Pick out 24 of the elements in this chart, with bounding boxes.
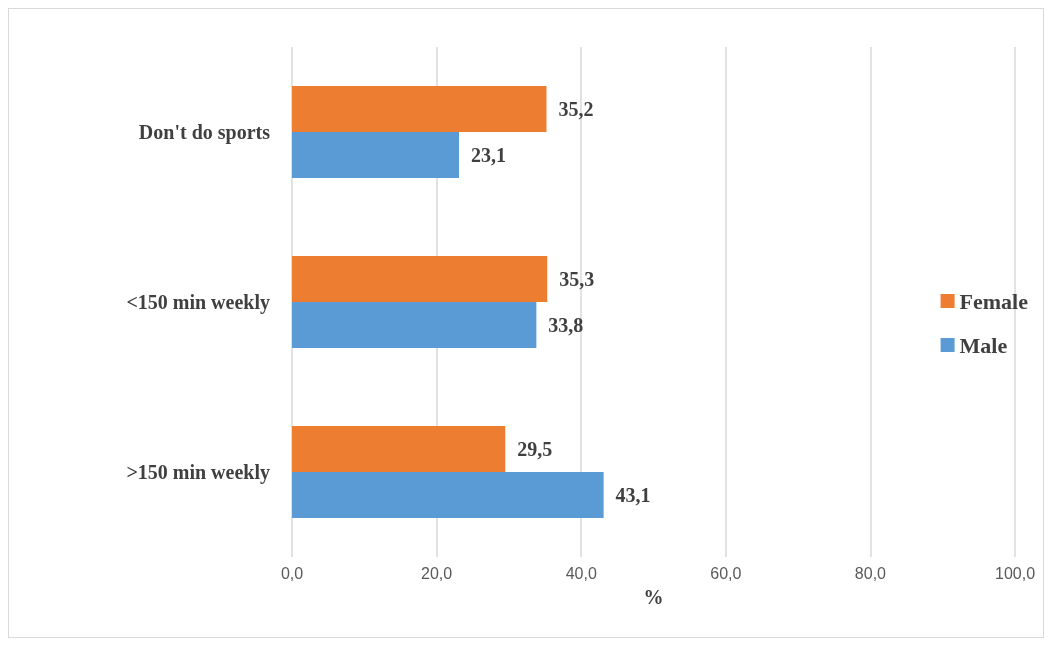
- data-label: 29,5: [517, 438, 553, 460]
- bar: [292, 302, 537, 348]
- x-tick-label: 80,0: [854, 564, 887, 582]
- bar: [292, 132, 460, 178]
- y-tick-label: <150 min weekly: [126, 291, 270, 314]
- x-tick-label: 20,0: [421, 564, 453, 582]
- x-axis-title: %: [643, 586, 664, 608]
- x-tick-label: 60,0: [710, 564, 742, 582]
- legend-label: Male: [959, 332, 1008, 358]
- data-label: 43,1: [615, 484, 651, 506]
- data-label: 35,3: [559, 268, 595, 290]
- data-label: 33,8: [548, 314, 584, 336]
- bar: [292, 256, 548, 302]
- legend-label: Female: [959, 288, 1029, 314]
- y-tick-label: >150 min weekly: [126, 461, 270, 484]
- data-label: 35,2: [558, 98, 594, 120]
- x-tick-label: 40,0: [565, 564, 597, 582]
- data-label: 23,1: [471, 144, 507, 166]
- bar: [292, 86, 547, 132]
- x-tick-label: 100,0: [994, 564, 1036, 582]
- y-tick-label: Don't do sports: [138, 121, 271, 144]
- bar: [292, 426, 506, 472]
- bar: [292, 472, 604, 518]
- x-tick-label: 0,0: [280, 564, 304, 582]
